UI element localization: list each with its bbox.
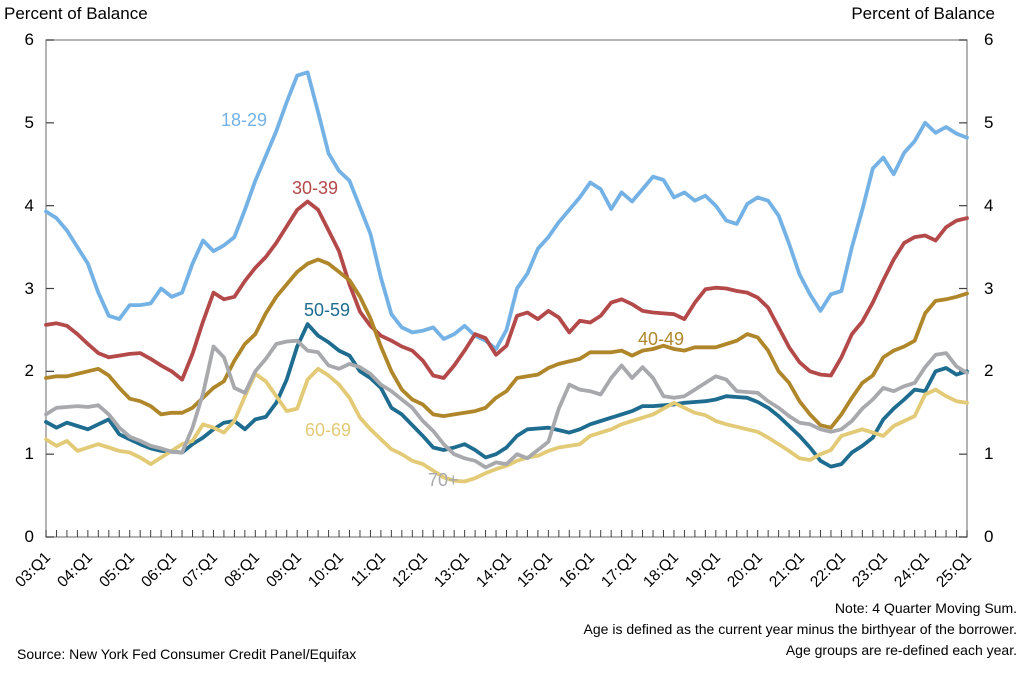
y-axis-label-left-3: 3 — [24, 278, 34, 298]
y-axis-label-right-5: 5 — [984, 112, 994, 132]
y-axis-label-left-2: 2 — [24, 361, 34, 381]
y-axis-label-left-1: 1 — [24, 444, 34, 464]
series-label-30-39: 30-39 — [292, 178, 339, 198]
series-label-50-59: 50-59 — [304, 300, 351, 320]
y-axis-label-left-4: 4 — [24, 195, 34, 215]
y-axis-label-right-2: 2 — [984, 361, 994, 381]
series-label-40-49: 40-49 — [638, 329, 685, 349]
y-axis-label-left-0: 0 — [24, 527, 34, 546]
series-label-18-29: 18-29 — [221, 110, 268, 130]
series-line-18-29 — [44, 70, 969, 351]
footnote-line-1: Note: 4 Quarter Moving Sum. — [834, 600, 1017, 616]
footnotes: Note: 4 Quarter Moving Sum. Age is defin… — [584, 598, 1017, 661]
y-axis-label-right-1: 1 — [984, 444, 994, 464]
y-axis-label-right-6: 6 — [984, 30, 994, 49]
y-axis-title-left: Percent of Balance — [4, 4, 148, 23]
series-line-50-59 — [44, 322, 969, 469]
y-axis-label-right-3: 3 — [984, 278, 994, 298]
y-axis-label-left-5: 5 — [24, 112, 34, 132]
source-note: Source: New York Fed Consumer Credit Pan… — [17, 646, 357, 662]
y-axis-label-left-6: 6 — [24, 30, 34, 49]
y-axis-title-right: Percent of Balance — [851, 4, 995, 23]
footnote-line-2: Age is defined as the current year minus… — [583, 621, 1017, 637]
footnote-line-3: Age groups are re-defined each year. — [785, 642, 1017, 658]
series-line-70+ — [44, 338, 969, 470]
y-axis-label-right-0: 0 — [984, 527, 994, 546]
series-label-60-69: 60-69 — [305, 420, 352, 440]
series-label-70+: 70+ — [428, 470, 459, 490]
series-line-30-39 — [44, 199, 969, 382]
y-axis-label-right-4: 4 — [984, 195, 994, 215]
